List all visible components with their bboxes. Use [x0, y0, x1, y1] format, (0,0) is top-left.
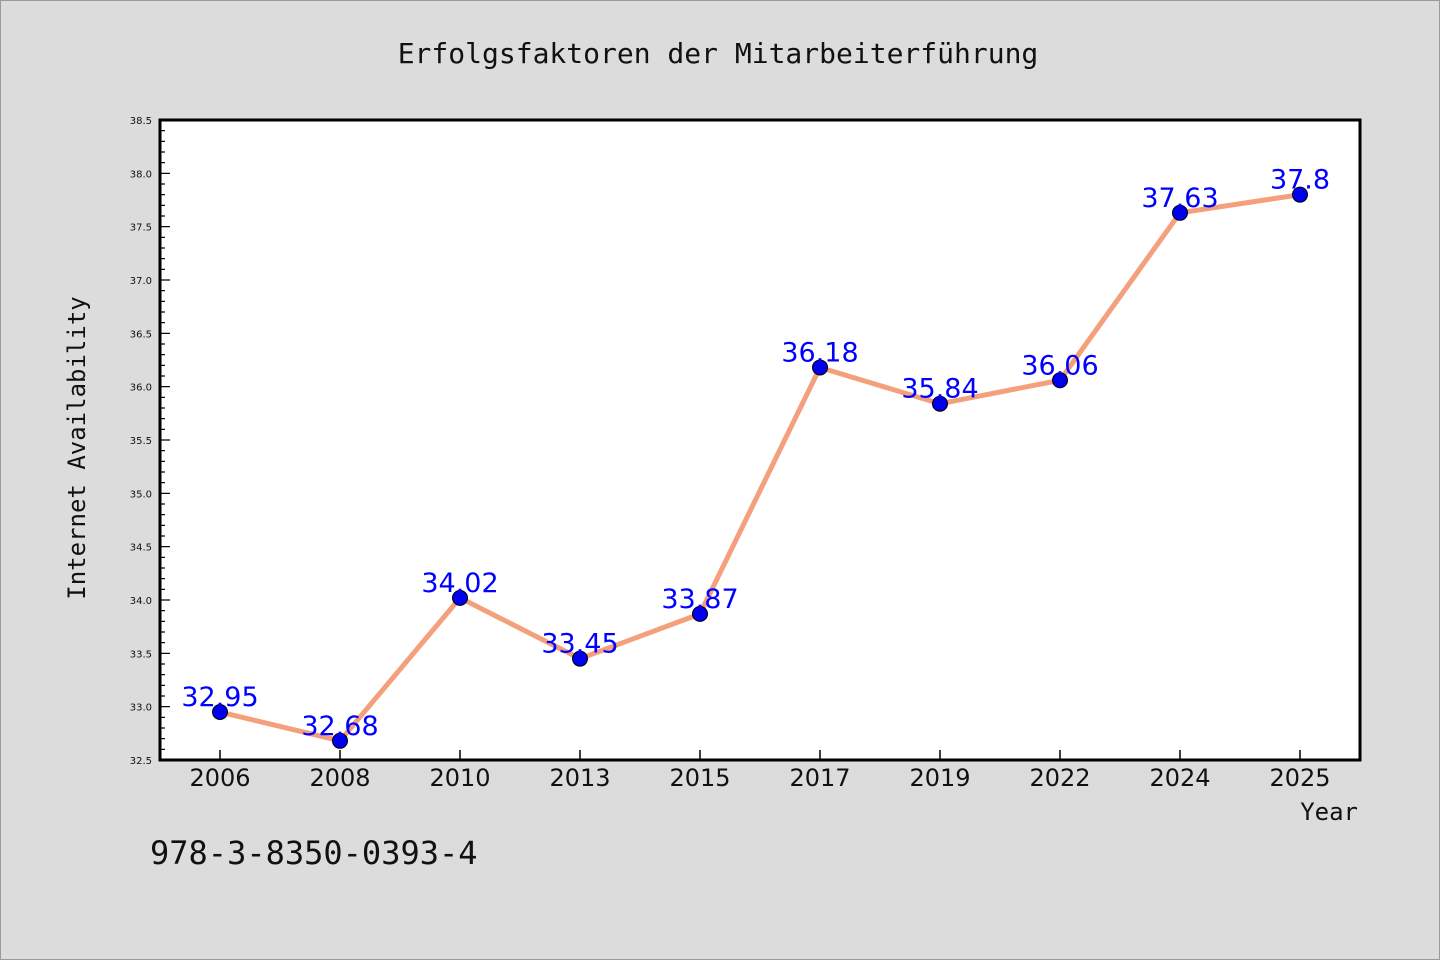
data-label: 36.18: [781, 337, 858, 368]
x-tick-label: 2015: [669, 764, 730, 792]
x-tick-label: 2010: [429, 764, 490, 792]
data-label: 36.06: [1021, 350, 1098, 381]
x-tick-label: 2006: [189, 764, 250, 792]
y-tick-label: 35.5: [130, 436, 152, 447]
series-layer: 32.95 32.68 34.02 33.45 33.87 36.18 35.84 36.06…: [181, 165, 1330, 749]
x-axis-ticks: 2006 2008 2010 2013 2015 2017 2019 2022 2024 2025: [189, 750, 1331, 792]
x-tick-label: 2022: [1029, 764, 1090, 792]
data-label: 33.45: [541, 629, 618, 660]
y-tick-label: 36.5: [130, 329, 152, 340]
data-point: [452, 589, 468, 606]
x-tick-label: 2013: [549, 764, 610, 792]
x-tick-label: 2024: [1149, 764, 1210, 792]
data-point: [1052, 372, 1068, 389]
data-label: 34.02: [421, 568, 498, 599]
data-label: 37.63: [1141, 183, 1218, 214]
y-tick-label: 33.0: [130, 703, 152, 714]
y-tick-label: 37.5: [130, 223, 152, 234]
chart-title: Erfolgsfaktoren der Mitarbeiterführung: [398, 37, 1039, 70]
y-tick-label: 34.0: [130, 596, 152, 607]
y-tick-label: 32.5: [130, 756, 152, 767]
y-tick-label: 33.5: [130, 649, 152, 660]
data-label: 32.68: [301, 711, 378, 742]
y-axis-label: Internet Availability: [63, 296, 91, 599]
data-point: [212, 704, 228, 720]
y-tick-label: 37.0: [130, 276, 152, 287]
data-point: [692, 605, 708, 622]
y-tick-label: 34.5: [130, 543, 152, 554]
data-point: [332, 732, 348, 749]
x-axis-label: Year: [1300, 798, 1358, 826]
data-label: 35.84: [901, 374, 978, 405]
data-point: [932, 395, 948, 412]
data-label: 33.87: [661, 584, 738, 615]
x-tick-label: 2008: [309, 764, 370, 792]
data-point: [1292, 186, 1308, 203]
y-tick-label: 38.0: [130, 169, 152, 180]
y-tick-label: 38.5: [130, 116, 152, 127]
x-tick-label: 2017: [789, 764, 850, 792]
plot-frame: [158, 118, 1362, 762]
isbn-footer: 978-3-8350-0393-4: [150, 834, 478, 872]
data-point: [572, 650, 588, 667]
y-tick-label: 35.0: [130, 489, 152, 500]
x-tick-label: 2025: [1269, 764, 1330, 792]
data-label: 32.95: [181, 682, 258, 713]
data-point: [1172, 204, 1188, 221]
plot-area: [160, 120, 1360, 760]
data-point: [812, 359, 828, 376]
data-label: 37.8: [1270, 165, 1330, 196]
y-tick-label: 36.0: [130, 383, 152, 394]
x-tick-label: 2019: [909, 764, 970, 792]
series-line: [217, 192, 1303, 744]
